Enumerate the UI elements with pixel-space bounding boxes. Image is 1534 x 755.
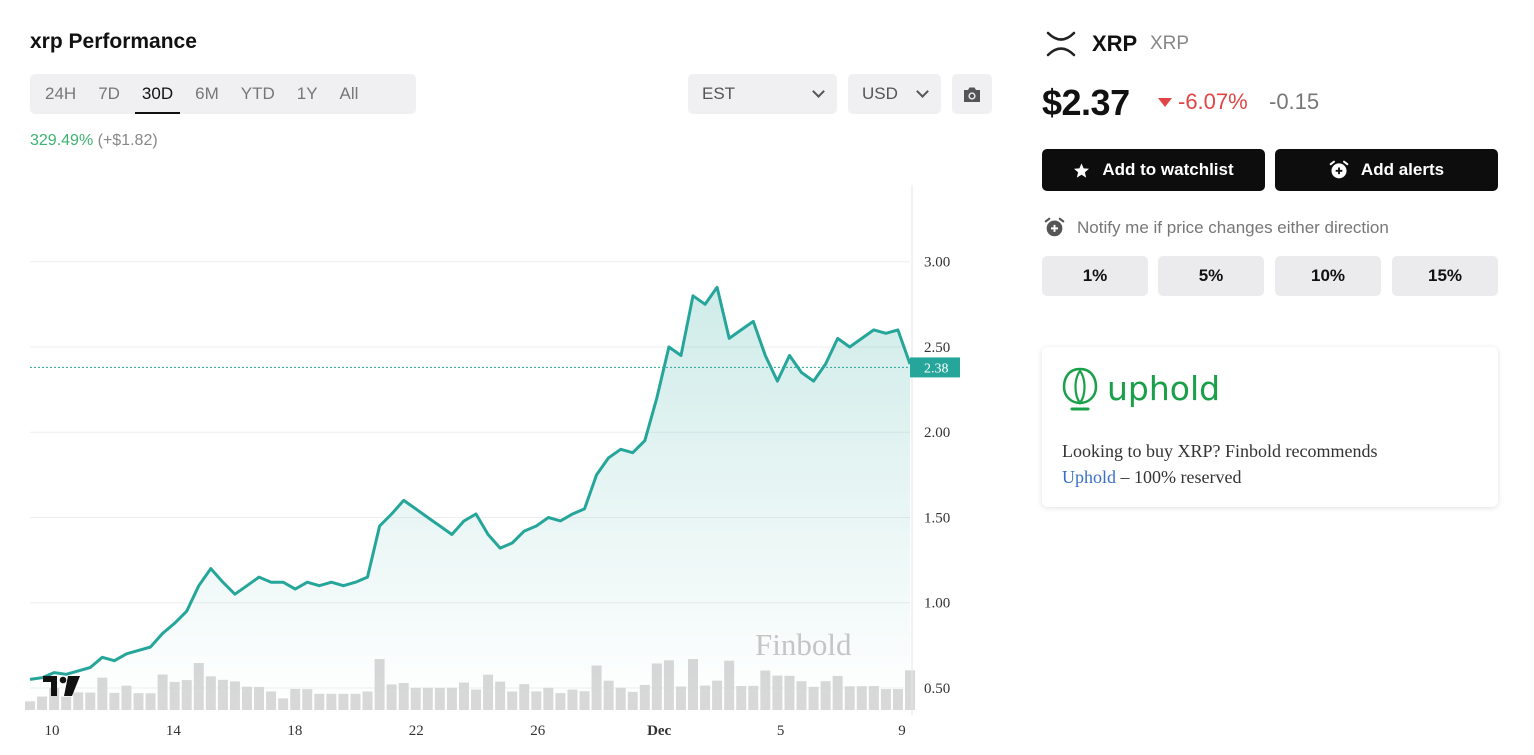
page-title: xrp Performance — [30, 30, 197, 53]
tab-24h[interactable]: 24H — [45, 84, 77, 103]
y-tick-label: 1.00 — [924, 596, 950, 612]
price-change-pct: -6.07% — [1178, 89, 1248, 114]
add-to-watchlist-button[interactable]: Add to watchlist — [1042, 149, 1265, 191]
y-tick-label: 0.50 — [924, 681, 950, 697]
xrp-logo-icon — [1046, 31, 1076, 57]
alerts-label: Add alerts — [1360, 160, 1445, 179]
x-tick-label: 5 — [777, 723, 785, 739]
alert-1pct-button[interactable]: 1% — [1042, 256, 1148, 296]
x-tick-label: 9 — [898, 723, 906, 739]
timezone-select[interactable]: EST — [688, 74, 837, 114]
y-tick-label: 1.50 — [924, 510, 950, 526]
x-tick-label: 10 — [45, 723, 60, 739]
y-tick-label: 2.00 — [924, 425, 950, 441]
uphold-logo-icon — [1062, 367, 1098, 411]
tab-7d[interactable]: 7D — [98, 84, 120, 103]
timeframe-tabs: 24H 7D 30D 6M YTD 1Y All — [30, 74, 416, 114]
watchlist-label: Add to watchlist — [1102, 160, 1234, 179]
performance-summary: 329.49% (+$1.82) — [30, 132, 158, 150]
partner-text: Looking to buy XRP? Finbold recommends U… — [1062, 438, 1377, 490]
tab-30d[interactable]: 30D — [131, 74, 184, 114]
price-change-abs: -0.15 — [1269, 89, 1320, 114]
tab-all[interactable]: All — [339, 84, 359, 103]
chevron-down-icon — [916, 85, 929, 98]
performance-abs: (+$1.82) — [97, 132, 158, 149]
alert-15pct-button[interactable]: 15% — [1392, 256, 1498, 296]
alarm-clock-icon — [1044, 217, 1065, 237]
last-price-badge: 2.38 — [910, 357, 960, 378]
currency-select[interactable]: USD — [848, 74, 941, 114]
tab-1y[interactable]: 1Y — [296, 84, 318, 103]
price-chart[interactable]: 0.50 1.00 1.50 2.00 2.50 3.00 10 14 18 22 26 Dec 5 9… — [0, 180, 1000, 755]
notify-text: Notify me if price changes either direct… — [1077, 217, 1389, 237]
add-alerts-button[interactable]: Add alerts — [1275, 149, 1498, 191]
performance-pct: 329.49% — [30, 132, 94, 149]
coin-symbol: XRP — [1150, 33, 1190, 54]
camera-icon — [964, 87, 980, 102]
down-arrow-icon — [1158, 98, 1172, 107]
uphold-wordmark: uphold — [1107, 369, 1221, 408]
star-icon — [1074, 162, 1090, 178]
partner-card: uphold Looking to buy XRP? Finbold recom… — [1042, 347, 1498, 507]
chevron-down-icon — [812, 85, 825, 98]
volume-bar — [25, 701, 35, 710]
x-tick-label: 14 — [166, 723, 182, 739]
y-tick-label: 3.00 — [924, 255, 950, 271]
screenshot-button[interactable] — [952, 74, 992, 114]
uphold-link[interactable]: Uphold — [1062, 467, 1116, 487]
currency-value: USD — [862, 84, 898, 103]
alert-5pct-button[interactable]: 5% — [1158, 256, 1264, 296]
tradingview-logo-icon — [43, 676, 80, 696]
partner-text-tail: – 100% reserved — [1116, 467, 1242, 487]
tab-ytd[interactable]: YTD — [240, 84, 275, 103]
x-tick-label: 18 — [287, 723, 302, 739]
tab-6m[interactable]: 6M — [195, 84, 219, 103]
price-line — [29, 285, 912, 681]
notify-row: Notify me if price changes either direct… — [1044, 217, 1389, 238]
x-tick-label: Dec — [647, 723, 671, 739]
current-price: $2.37 — [1042, 82, 1130, 123]
x-tick-label: 26 — [530, 723, 546, 739]
alarm-clock-icon — [1329, 160, 1349, 179]
price-area — [30, 287, 910, 705]
y-tick-label: 2.50 — [924, 340, 950, 356]
last-price-label: 2.38 — [924, 361, 949, 376]
finbold-watermark: Finbold — [755, 627, 852, 662]
x-tick-label: 22 — [409, 723, 424, 739]
timezone-value: EST — [702, 84, 736, 103]
alert-10pct-button[interactable]: 10% — [1275, 256, 1381, 296]
coin-name: XRP — [1092, 31, 1138, 56]
partner-text-main: Looking to buy XRP? Finbold recommends — [1062, 441, 1378, 461]
